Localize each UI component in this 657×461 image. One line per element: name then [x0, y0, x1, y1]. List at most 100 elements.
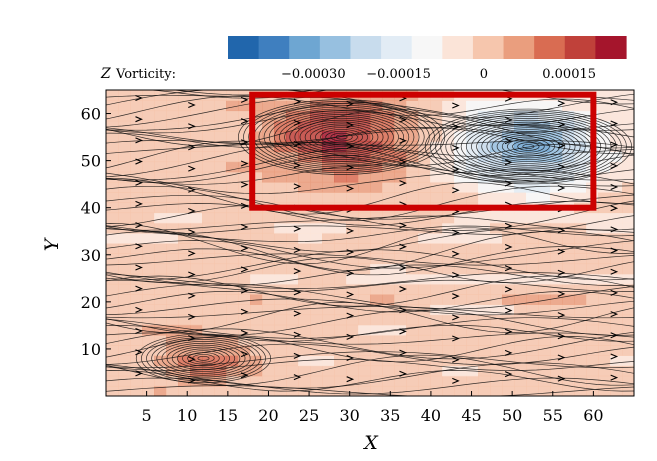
colorbar-swatch: [472, 36, 505, 59]
vorticity-cell: [562, 304, 575, 316]
streamline: [106, 227, 634, 253]
x-tick-label: 15: [218, 406, 238, 425]
vorticity-cell: [418, 181, 431, 193]
vorticity-cell: [538, 181, 551, 193]
vorticity-cell: [478, 110, 491, 122]
vorticity-cell: [154, 355, 167, 367]
vorticity-cell: [166, 355, 179, 367]
vorticity-cell: [538, 334, 551, 346]
vorticity-cell: [298, 171, 311, 183]
vorticity-cell: [598, 100, 611, 112]
vorticity-cell: [370, 151, 383, 163]
streamline-arrow: [346, 312, 355, 319]
streamline-arrow: [399, 222, 407, 229]
vorticity-cell: [478, 263, 491, 275]
streamline-arrow: [293, 98, 302, 105]
vorticity-cell: [598, 120, 611, 132]
streamline-arrow: [504, 159, 513, 166]
vorticity-cell: [154, 120, 167, 132]
colorbar-swatch: [564, 36, 596, 59]
vorticity-cell: [598, 304, 611, 316]
vorticity-cell: [574, 161, 587, 173]
vorticity-cell: [574, 385, 587, 396]
vorticity-cell: [442, 324, 455, 336]
vorticity-cell: [298, 324, 311, 336]
vorticity-cell: [250, 314, 263, 326]
vorticity-cell: [358, 222, 371, 234]
vorticity-cell: [610, 304, 623, 316]
vorticity-cell: [490, 283, 503, 295]
streamline: [106, 200, 634, 226]
vorticity-cell: [310, 181, 323, 193]
vorticity-cell: [262, 192, 275, 203]
vorticity-cell: [430, 294, 443, 305]
vorticity-cell: [178, 253, 191, 265]
vorticity-cell: [610, 253, 623, 265]
vorticity-cell: [346, 314, 359, 326]
vorticity-cell: [394, 334, 407, 346]
vorticity-cell: [430, 100, 443, 112]
streamline-arrow: [557, 227, 566, 234]
vorticity-cell: [490, 141, 503, 152]
vorticity-cell: [130, 324, 143, 336]
streamline-arrow: [135, 200, 143, 207]
vorticity-cell: [178, 222, 191, 234]
vorticity-cell: [298, 232, 311, 244]
vorticity-cell: [190, 110, 203, 122]
vorticity-cell: [502, 192, 515, 203]
streamline: [106, 147, 634, 181]
vorticity-cell: [538, 120, 551, 132]
vorticity-cell: [142, 120, 155, 132]
vorticity-cell: [382, 294, 395, 305]
streamline: [171, 90, 634, 96]
vorticity-cell: [154, 171, 167, 183]
streamline-arrow: [188, 335, 196, 342]
streamline-arrow: [293, 310, 302, 317]
vorticity-cell: [118, 202, 131, 214]
streamline-arrow: [452, 123, 460, 130]
streamline-arrow: [240, 118, 249, 125]
vorticity-cell: [574, 212, 587, 224]
vorticity-cell: [238, 90, 251, 101]
vorticity-cell: [118, 324, 131, 336]
colorbar-swatch: [534, 36, 566, 59]
vorticity-cell: [154, 345, 167, 356]
vorticity-cell: [430, 253, 443, 265]
vorticity-cell: [250, 355, 263, 367]
vorticity-cell: [154, 263, 167, 275]
x-tick-label: 25: [299, 406, 319, 425]
vorticity-cell: [490, 355, 503, 367]
vorticity-cell: [118, 334, 131, 346]
vorticity-cell: [214, 181, 227, 193]
vorticity-cell: [358, 334, 371, 346]
vorticity-cell: [466, 263, 479, 275]
vorticity-cell: [334, 232, 347, 244]
vorticity-cell: [202, 345, 215, 356]
vorticity-cell: [298, 243, 311, 254]
vorticity-cell: [382, 161, 395, 173]
vorticity-cell: [262, 110, 275, 122]
streamline-arrow: [346, 164, 355, 171]
vortex-streamline: [440, 114, 617, 179]
vorticity-cell: [154, 243, 167, 254]
vorticity-cell: [502, 212, 515, 224]
vorticity-cell: [118, 171, 131, 183]
vorticity-cell: [214, 90, 227, 101]
vorticity-cell: [346, 181, 359, 193]
vorticity-cell: [118, 232, 131, 244]
vorticity-cell: [178, 181, 191, 193]
vorticity-cell: [394, 161, 407, 173]
vorticity-cell: [358, 304, 371, 316]
vorticity-cell: [538, 110, 551, 122]
vorticity-cell: [178, 192, 191, 203]
vorticity-cell: [418, 212, 431, 224]
vorticity-cell: [442, 212, 455, 224]
vorticity-cell: [610, 294, 623, 305]
vorticity-cell: [610, 90, 623, 101]
vorticity-cell: [430, 324, 443, 336]
vorticity-cell: [370, 181, 383, 193]
vorticity-cell: [406, 263, 419, 275]
vorticity-cell: [286, 110, 299, 122]
vorticity-cell: [250, 324, 263, 336]
